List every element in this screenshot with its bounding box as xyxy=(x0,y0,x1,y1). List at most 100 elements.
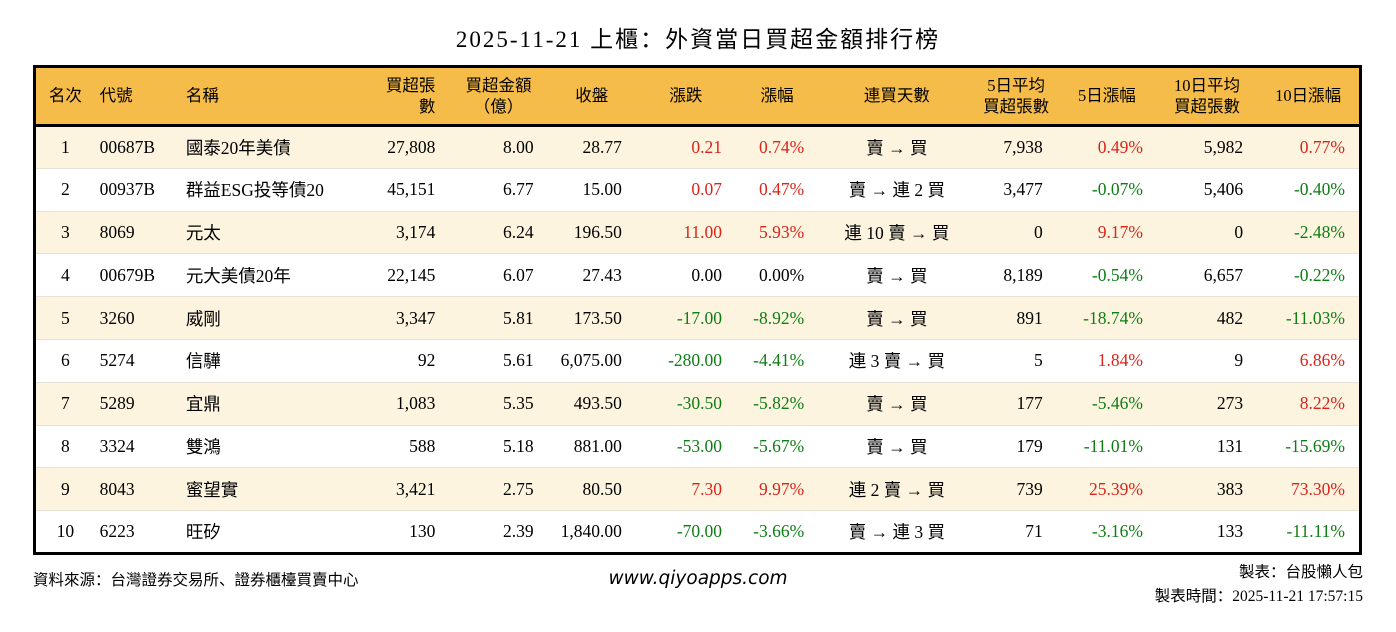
table-row: 6 5274 信驊 92 5.61 6,075.00 -280.00 -4.41% 連 3 賣 … xyxy=(34,338,1361,383)
table-cell: -0.40% xyxy=(1257,167,1361,212)
table-cell: 5,982 xyxy=(1203,136,1244,157)
table-cell: -0.54% xyxy=(1056,253,1157,297)
table-cell: 賣 → 買 xyxy=(818,253,976,297)
table-cell: 1 xyxy=(60,136,70,157)
table-cell: 賣 → 買 xyxy=(818,296,976,340)
header-cell: 5日漲幅 xyxy=(1056,66,1157,127)
table-cell: 179 xyxy=(975,424,1057,468)
table-cell: 383 xyxy=(1156,467,1258,511)
table-cell: 9 xyxy=(34,467,95,511)
table-cell: 0.07 xyxy=(635,167,737,212)
table-row: 4 00679B 元大美債20年 22,145 6.07 27.43 0.00 0.00% 賣 … xyxy=(34,253,1361,297)
table-cell: 27,808 xyxy=(387,136,436,157)
table-cell: 1.84% xyxy=(1056,338,1157,383)
table-cell: 177 xyxy=(975,381,1057,426)
table-cell: 5,406 xyxy=(1156,167,1258,212)
table-cell: 6.77 xyxy=(449,167,548,212)
table-row: 2 00937B 群益ESG投等債20 45,151 6.77 15.00 0.07 0.47… xyxy=(34,167,1361,212)
table-cell: 6.86% xyxy=(1257,338,1361,383)
table-cell: 宜鼎 xyxy=(180,381,372,426)
header-cell: 買超張數 xyxy=(371,66,450,127)
table-cell: 3260 xyxy=(94,296,181,340)
table-cell: 1,083 xyxy=(371,381,450,426)
table-cell: 3324 xyxy=(94,424,181,468)
table-cell: 0.47% xyxy=(736,167,819,212)
table-cell: 5.93% xyxy=(736,210,819,254)
table-cell: 25.39% xyxy=(1056,467,1157,511)
table-cell: 881.00 xyxy=(547,424,636,468)
table-cell: 15.00 xyxy=(547,167,636,212)
table-cell: 0.74% xyxy=(759,136,805,157)
table-cell: 4 xyxy=(34,253,95,297)
table-credits: 製表：台股懶人包 製表時間：2025-11-21 17:57:15 xyxy=(788,561,1363,609)
table-cell: -17.00 xyxy=(635,296,737,340)
table-cell: 2 xyxy=(34,167,95,212)
table-cell: -5.82% xyxy=(736,381,819,426)
table-cell: 28.77 xyxy=(582,136,622,157)
table-row: 1 00687B 國泰20年美債 27,808 8.00 28.77 0.21 0.74% 賣 … xyxy=(34,125,1361,169)
footer: 資料來源：台灣證券交易所、證券櫃檯買賣中心 www.qiyoapps.com 製… xyxy=(0,561,1396,609)
table-cell: 9 xyxy=(1156,338,1258,383)
table-cell: 元大美債20年 xyxy=(180,253,372,297)
table-cell: 00679B xyxy=(94,253,181,297)
table-cell: 131 xyxy=(1156,424,1258,468)
table-cell: 0.21 xyxy=(691,136,723,157)
table-cell: 73.30% xyxy=(1257,467,1361,511)
table-cell: 00937B xyxy=(94,167,181,212)
table-cell: 蜜望實 xyxy=(180,467,372,511)
table-cell: 國泰20年美債 xyxy=(185,137,291,158)
table-row: 10 6223 旺矽 130 2.39 1,840.00 -70.00 -3.66% 賣 → 連… xyxy=(34,510,1361,554)
table-cell: 6 xyxy=(34,338,95,383)
table-cell: 連 3 賣 → 買 xyxy=(818,338,976,383)
table-cell: 5.61 xyxy=(449,338,548,383)
table-cell: 8.00 xyxy=(503,136,534,157)
page-title: 2025-11-21 上櫃：外資當日買超金額排行榜 xyxy=(455,27,941,52)
header-cell: 漲幅 xyxy=(736,66,819,127)
table-cell: 482 xyxy=(1156,296,1258,340)
table-cell: 0.49% xyxy=(1097,136,1143,157)
table-cell: 8043 xyxy=(94,467,181,511)
table-cell: 9.17% xyxy=(1056,210,1157,254)
table-cell: -30.50 xyxy=(635,381,737,426)
table-cell: 3,174 xyxy=(371,210,450,254)
table-cell: 0 xyxy=(975,210,1057,254)
table-cell: -70.00 xyxy=(635,510,737,554)
table-cell: 3,421 xyxy=(371,467,450,511)
table-cell: 6,075.00 xyxy=(547,338,636,383)
table-cell: -4.41% xyxy=(736,338,819,383)
table-cell: 8.22% xyxy=(1257,381,1361,426)
table-cell: 6,657 xyxy=(1156,253,1258,297)
table-cell: -0.22% xyxy=(1257,253,1361,297)
table-cell: 1,840.00 xyxy=(547,510,636,554)
table-cell: -11.01% xyxy=(1056,424,1157,468)
table-cell: 群益ESG投等債20 xyxy=(180,167,372,212)
table-cell: 3,477 xyxy=(975,167,1057,212)
table-cell: -3.16% xyxy=(1056,510,1157,554)
table-cell: 7.30 xyxy=(635,467,737,511)
header-cell: 買超金額 （億） xyxy=(449,66,548,127)
table-cell: 6.07 xyxy=(449,253,548,297)
table-cell: 賣 → 連 3 買 xyxy=(818,510,976,554)
table-cell: 45,151 xyxy=(371,167,450,212)
header-cell: 名稱 xyxy=(180,66,372,127)
table-cell: 891 xyxy=(975,296,1057,340)
table-cell: 5.81 xyxy=(449,296,548,340)
header-cell: 連買天數 xyxy=(818,66,976,127)
table-cell: 連 2 賣 → 買 xyxy=(818,467,976,511)
table-cell: 元太 xyxy=(180,210,372,254)
header-cell: 名次 xyxy=(34,66,95,127)
header-cell: 5日平均 買超張數 xyxy=(975,66,1057,127)
table-cell: -280.00 xyxy=(635,338,737,383)
header-cell: 收盤 xyxy=(547,66,636,127)
table-row: 8 3324 雙鴻 588 5.18 881.00 -53.00 -5.67% 賣 → 買 179… xyxy=(34,424,1361,468)
table-cell: 連 10 賣 → 買 xyxy=(818,210,976,254)
table-cell: 173.50 xyxy=(547,296,636,340)
table-cell: 196.50 xyxy=(547,210,636,254)
table-cell: 0.00% xyxy=(736,253,819,297)
table-cell: 7 xyxy=(34,381,95,426)
table-header-row: 名次 代號 名稱 買超張數 買超金額 （億） 收盤 漲跌 漲幅 連買天數 5日平均 買超張數 5日漲… xyxy=(34,66,1361,127)
header-cell: 漲跌 xyxy=(635,66,737,127)
table-cell: 賣 → 連 2 買 xyxy=(818,167,976,212)
table-cell: 5.18 xyxy=(449,424,548,468)
table-cell: 0 xyxy=(1156,210,1258,254)
